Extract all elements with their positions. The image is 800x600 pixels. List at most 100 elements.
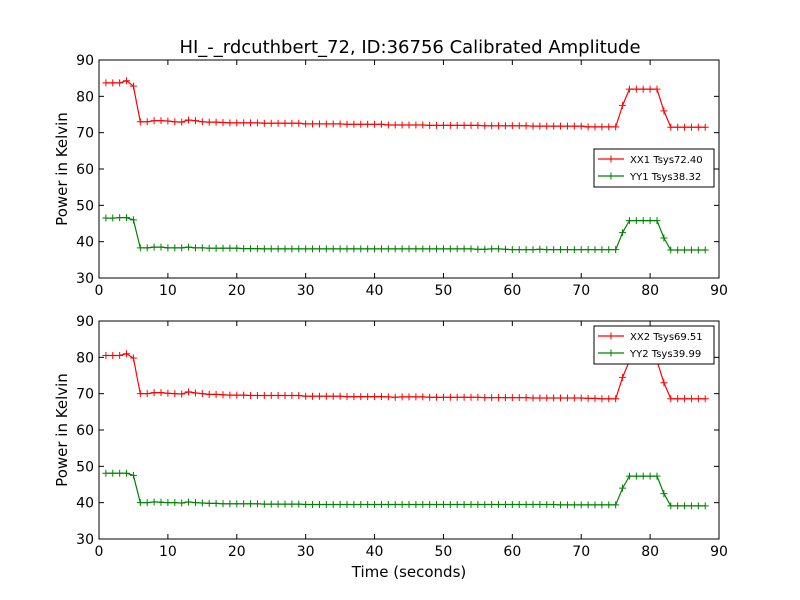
data-point-marker [205, 244, 213, 252]
data-point-marker [391, 245, 399, 253]
data-point-marker [171, 244, 179, 252]
data-point-marker [198, 118, 206, 126]
data-point-marker [357, 500, 365, 508]
series-yy [102, 469, 709, 510]
data-point-marker [501, 394, 509, 402]
data-point-marker [667, 502, 675, 510]
data-point-marker [646, 85, 654, 93]
y-tick-label: 90 [76, 314, 94, 330]
x-tick-label: 60 [503, 544, 521, 560]
y-tick-label: 90 [76, 53, 94, 69]
data-point-marker [322, 392, 330, 400]
data-point-marker [129, 82, 137, 90]
data-point-marker [495, 394, 503, 402]
x-tick-label: 20 [228, 283, 246, 299]
data-point-marker [419, 121, 427, 129]
data-point-marker [412, 393, 420, 401]
data-point-marker [639, 472, 647, 480]
data-point-marker [687, 395, 695, 403]
legend-marker [607, 349, 615, 357]
data-point-marker [612, 123, 620, 131]
data-point-marker [598, 246, 606, 254]
data-point-marker [123, 77, 131, 85]
data-point-marker [288, 500, 296, 508]
data-point-marker [384, 245, 392, 253]
data-point-marker [247, 500, 255, 508]
data-point-marker [674, 502, 682, 510]
data-point-marker [653, 217, 661, 225]
data-point-marker [398, 500, 406, 508]
legend-label: YY1 Tsys38.32 [629, 172, 701, 183]
data-point-marker [653, 472, 661, 480]
data-point-marker [563, 501, 571, 509]
data-point-marker [481, 245, 489, 253]
data-point-marker [460, 393, 468, 401]
data-point-marker [467, 393, 475, 401]
data-point-marker [591, 394, 599, 402]
data-point-marker [357, 120, 365, 128]
data-point-marker [646, 217, 654, 225]
data-point-marker [219, 118, 227, 126]
data-point-marker [439, 121, 447, 129]
data-point-marker [674, 246, 682, 254]
data-point-marker [577, 394, 585, 402]
data-point-marker [529, 122, 537, 130]
data-point-marker [660, 379, 668, 387]
data-point-marker [522, 122, 530, 130]
data-point-marker [350, 245, 358, 253]
data-point-marker [288, 245, 296, 253]
data-point-marker [598, 501, 606, 509]
data-point-marker [488, 122, 496, 130]
data-point-marker [591, 246, 599, 254]
data-point-marker [591, 501, 599, 509]
series-yy [102, 214, 709, 254]
bottom-chart-panel: 0 10 20 30 40 50 60 70 80 90 30 40 50 60 70 80 90 Power i… [53, 314, 728, 581]
data-point-marker [102, 214, 110, 222]
data-point-marker [405, 393, 413, 401]
data-point-marker [543, 394, 551, 402]
data-point-marker [150, 389, 158, 397]
y-tick-label: 70 [76, 126, 94, 142]
data-point-marker [143, 118, 151, 126]
data-point-marker [584, 394, 592, 402]
data-point-marker [543, 500, 551, 508]
x-tick-label: 10 [159, 283, 177, 299]
data-point-marker [157, 117, 165, 125]
data-point-marker [605, 501, 613, 509]
data-point-marker [439, 500, 447, 508]
legend-marker [607, 155, 615, 163]
data-point-marker [123, 214, 131, 222]
x-tick-label: 60 [503, 283, 521, 299]
data-point-marker [646, 472, 654, 480]
data-point-marker [329, 392, 337, 400]
data-point-marker [371, 120, 379, 128]
data-point-marker [426, 500, 434, 508]
data-point-marker [515, 394, 523, 402]
data-point-marker [619, 101, 627, 109]
data-point-marker [453, 121, 461, 129]
data-point-marker [377, 393, 385, 401]
data-point-marker [109, 214, 117, 222]
data-point-marker [233, 391, 241, 399]
data-point-marker [322, 500, 330, 508]
data-point-marker [315, 392, 323, 400]
legend-label: XX2 Tsys69.51 [630, 332, 703, 343]
data-point-marker [253, 391, 261, 399]
data-point-marker [267, 500, 275, 508]
data-point-marker [302, 500, 310, 508]
data-point-marker [350, 120, 358, 128]
data-point-marker [687, 502, 695, 510]
data-point-marker [625, 217, 633, 225]
data-point-marker [439, 393, 447, 401]
data-point-marker [681, 246, 689, 254]
data-point-marker [398, 121, 406, 129]
data-point-marker [357, 245, 365, 253]
data-point-marker [157, 243, 165, 251]
x-tick-label: 20 [228, 544, 246, 560]
x-tick-label: 40 [366, 283, 384, 299]
data-point-marker [164, 499, 172, 507]
data-point-marker [433, 121, 441, 129]
data-point-marker [405, 500, 413, 508]
data-point-marker [522, 394, 530, 402]
data-point-marker [185, 388, 193, 396]
